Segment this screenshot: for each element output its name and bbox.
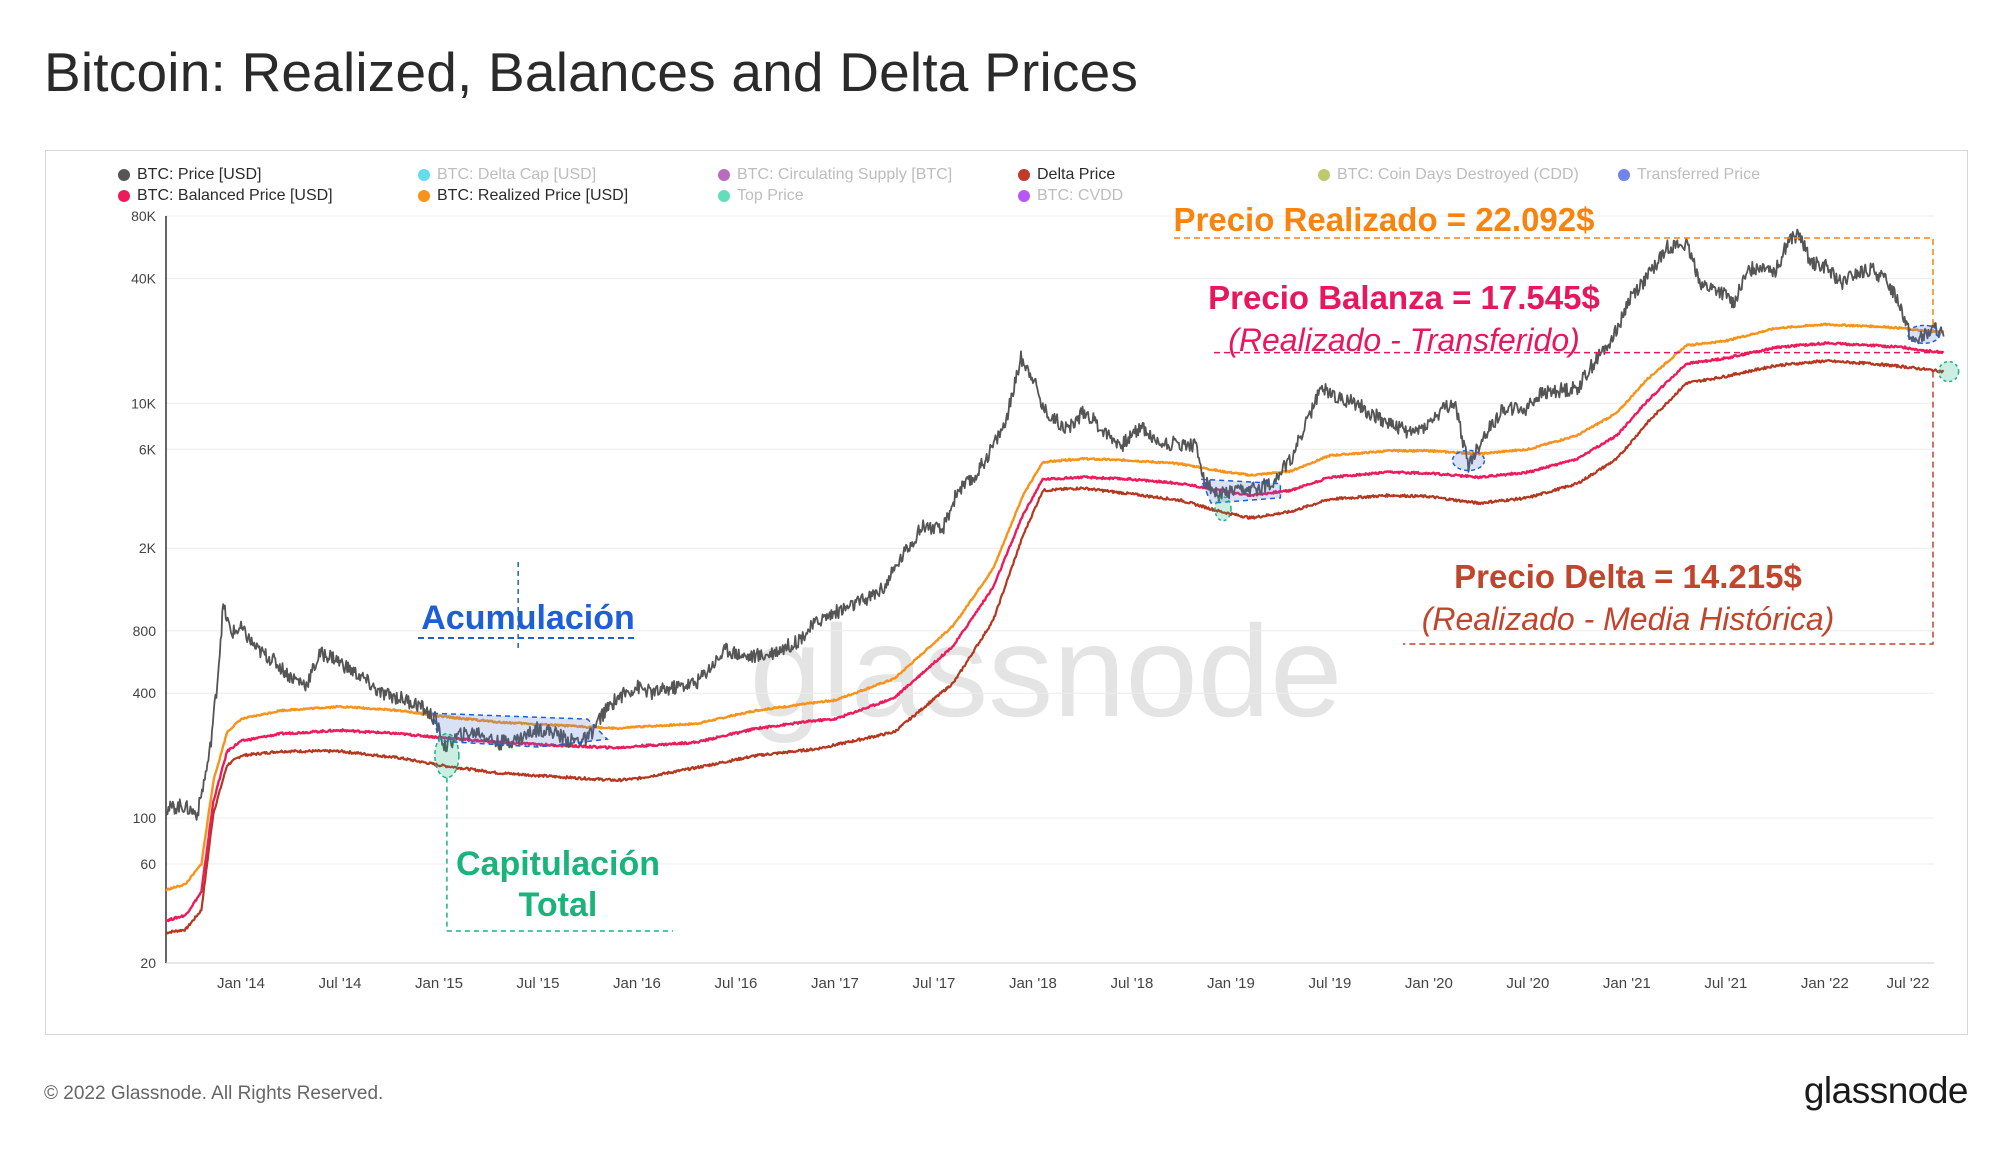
legend-item[interactable]: BTC: Circulating Supply [BTC] (718, 166, 952, 184)
legend-dot (118, 190, 130, 202)
x-tick-label: Jul '17 (912, 975, 955, 992)
legend-item[interactable]: BTC: Realized Price [USD] (418, 187, 628, 205)
footer-logo[interactable]: glassnode (1803, 1070, 1969, 1111)
legend-item[interactable]: BTC: CVDD (1018, 187, 1123, 205)
x-tick-label: Jan '14 (217, 975, 265, 992)
series-line-delta (165, 358, 1945, 935)
capitulation-2019-zone (1214, 496, 1232, 522)
realized-callout-line (1174, 237, 1934, 332)
y-tick-label: 10K (131, 395, 157, 411)
accumulation-label: Acumulación (421, 599, 634, 637)
legend-label: BTC: Balanced Price [USD] (137, 187, 333, 204)
realized-price-label: Precio Realizado = 22.092$ (1174, 201, 1595, 238)
accumulation-zone (432, 712, 609, 748)
y-tick-label: 6K (139, 441, 157, 457)
y-tick-label: 40K (131, 270, 157, 286)
watermark: glassnode (750, 598, 1343, 744)
legend-item[interactable]: Transferred Price (1618, 166, 1760, 184)
x-tick-label: Jan '16 (613, 975, 661, 992)
balanced-price-sub: (Realizado - Transferido) (1228, 322, 1580, 358)
legend-item[interactable]: BTC: Price [USD] (118, 166, 261, 184)
delta-price-sub: (Realizado - Media Histórica) (1422, 601, 1835, 637)
y-tick-label: 800 (133, 623, 157, 639)
current-capitulation-zone (1937, 360, 1960, 383)
current-accumulation-zone (1907, 324, 1941, 345)
legend-label: Transferred Price (1637, 166, 1760, 183)
legend-item[interactable]: Top Price (718, 187, 804, 205)
capitulation-label: Capitulación (456, 845, 660, 883)
x-tick-label: Jan '19 (1207, 975, 1255, 992)
y-tick-label: 2K (139, 540, 157, 556)
x-tick-label: Jan '20 (1405, 975, 1453, 992)
x-tick-label: Jul '16 (715, 975, 758, 992)
balanced-price-label: Precio Balanza = 17.545$ (1208, 279, 1600, 316)
chart-frame: BTC: Price [USD] BTC: Delta Cap [USD] BTC:… (45, 150, 1968, 1035)
legend-label: Delta Price (1037, 166, 1116, 183)
x-tick-label: Jul '19 (1308, 975, 1351, 992)
legend-label: BTC: Price [USD] (137, 166, 262, 183)
capitulation-label-2: Total (519, 886, 598, 924)
x-tick-label: Jan '17 (811, 975, 859, 992)
legend-item[interactable]: Delta Price (1018, 166, 1115, 184)
y-tick-label: 400 (133, 685, 157, 701)
x-tick-label: Jul '14 (319, 975, 362, 992)
legend-dot (118, 169, 130, 181)
legend-dot (718, 190, 730, 202)
x-tick-label: Jan '22 (1801, 975, 1849, 992)
y-tick-label: 20 (140, 955, 156, 971)
y-tick-label: 60 (140, 856, 156, 872)
page-title: Bitcoin: Realized, Balances and Delta Pr… (44, 41, 1139, 103)
x-tick-label: Jul '21 (1704, 975, 1747, 992)
legend-dot (1018, 169, 1030, 181)
covid-zone (1451, 449, 1486, 472)
legend-label: BTC: Circulating Supply [BTC] (737, 166, 953, 183)
x-tick-label: Jan '21 (1603, 975, 1651, 992)
legend-dot (1018, 190, 1030, 202)
legend-dot (1318, 169, 1330, 181)
legend-dot (1618, 169, 1630, 181)
capitulation-zone (434, 732, 460, 779)
legend: BTC: Price [USD] BTC: Delta Cap [USD] BTC:… (46, 151, 1967, 211)
x-tick-label: Jul '22 (1887, 975, 1930, 992)
legend-label: Top Price (737, 187, 804, 204)
legend-dot (418, 190, 430, 202)
delta-callout-line (1403, 371, 1934, 645)
legend-label: BTC: Realized Price [USD] (437, 187, 629, 204)
legend-dot (718, 169, 730, 181)
series-line-price (164, 228, 1945, 821)
legend-label: BTC: Coin Days Destroyed (CDD) (1337, 166, 1579, 183)
legend-label: BTC: CVDD (1037, 187, 1124, 204)
series-line-realized (165, 322, 1945, 892)
legend-label: BTC: Delta Cap [USD] (437, 166, 597, 183)
y-tick-label: 100 (133, 810, 157, 826)
legend-item[interactable]: BTC: Balanced Price [USD] (118, 187, 333, 205)
legend-dot (418, 169, 430, 181)
chart-canvas: glassnode 20 60 100 400 800 2K 6K 10K 40K 80K Jan '… (131, 201, 1960, 992)
delta-price-label: Precio Delta = 14.215$ (1454, 558, 1802, 595)
y-tick-label: 80K (131, 208, 157, 224)
x-tick-label: Jul '20 (1506, 975, 1549, 992)
x-tick-label: Jul '15 (517, 975, 560, 992)
bottom-2019-zone (1200, 478, 1282, 504)
footer-copyright: © 2022 Glassnode. All Rights Reserved. (44, 1083, 384, 1104)
x-tick-label: Jul '18 (1110, 975, 1153, 992)
x-tick-label: Jan '18 (1009, 975, 1057, 992)
legend-item[interactable]: BTC: Coin Days Destroyed (CDD) (1318, 166, 1579, 184)
legend-item[interactable]: BTC: Delta Cap [USD] (418, 166, 596, 184)
x-tick-label: Jan '15 (415, 975, 463, 992)
